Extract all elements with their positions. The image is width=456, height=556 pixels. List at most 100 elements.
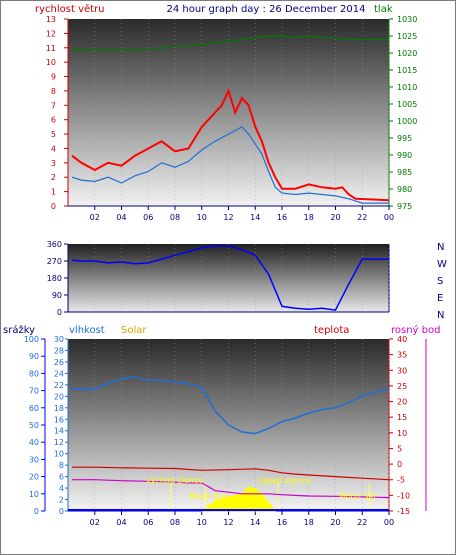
humidity-y-tick-label: 10 [54,450,64,459]
wind-y-tick-label: 13 [46,15,56,24]
temperature-y-tick-label: -15 [397,507,410,516]
dew-point-series [72,479,390,499]
wind-x-tick-label: 18 [304,213,314,222]
compass-label-e: E [437,293,443,304]
wind-y-tick-label: 1 [51,188,56,197]
humidity-y-tick-label: 4 [59,484,64,493]
sunset-label: západ slunce [258,476,311,485]
wind-x-tick-label: 14 [250,213,260,222]
pressure-y-tick-label: 1015 [397,66,417,75]
temp-x-tick-label: 20 [330,518,340,527]
humidity-y-tick-label: 24 [54,369,64,378]
temperature-y-tick-label: 30 [397,366,407,375]
rain-y-tick-label: 70 [29,387,39,396]
wind-x-tick-label: 16 [277,213,287,222]
wind-x-tick-label: 08 [170,213,180,222]
temp-x-tick-label: 00 [384,518,394,527]
humidity-series [72,376,390,435]
temperature-y-tick-label: 10 [397,429,407,438]
temperature-series [72,466,390,481]
temperature-y-tick-label: 0 [397,460,402,469]
direction-y-tick-label: 0 [57,308,62,317]
rain-y-tick-label: 50 [29,421,39,430]
moonset-label: Moon Set [339,492,376,501]
solar-label: Solar [121,325,147,336]
rain-y-tick-label: 80 [29,369,39,378]
temperature-y-tick-label: 5 [397,444,402,453]
wind-x-tick-label: 06 [143,213,153,222]
pressure-y-tick-label: 975 [397,202,412,211]
temp-x-tick-label: 12 [223,518,233,527]
temp-x-tick-label: 16 [277,518,287,527]
humidity-y-tick-label: 26 [54,358,64,367]
direction-y-tick-label: 270 [47,257,62,266]
rain-axis-label: srážky [3,324,35,336]
wind-pressure-chart: 0123456789101112139759809859909951000100… [46,15,418,222]
temp-x-tick-label: 08 [170,518,180,527]
humidity-temperature-chart: 0102030405060708090100024681012141618202… [24,335,427,527]
pressure-axis-label: tlak [374,4,393,15]
humidity-y-tick-label: 20 [54,392,64,401]
pressure-y-tick-label: 1010 [397,83,417,92]
pressure-y-tick-label: 980 [397,185,412,194]
wind-y-tick-label: 6 [51,116,56,125]
humidity-y-tick-label: 8 [59,461,64,470]
temperature-axis-label: teplota [314,325,349,336]
compass-label-n-top: N [437,242,444,253]
wind-speed-series [71,88,390,202]
pressure-y-tick-label: 1000 [397,117,417,126]
humidity-y-tick-label: 22 [54,381,64,390]
rain-y-tick-label: 30 [29,455,39,464]
rain-y-tick-label: 100 [24,335,39,344]
temperature-y-tick-label: 20 [397,398,407,407]
temp-x-tick-label: 18 [304,518,314,527]
rain-y-tick-label: 40 [29,438,39,447]
temp-x-tick-label: 06 [143,518,153,527]
humidity-y-tick-label: 28 [54,346,64,355]
rain-y-tick-label: 10 [29,490,39,499]
pressure-series [72,35,389,51]
humidity-axis-label: vlhkost [69,325,105,336]
humidity-y-tick-label: 14 [54,427,64,436]
temperature-y-tick-label: 35 [397,351,407,360]
direction-y-tick-label: 180 [47,274,62,283]
wind-y-tick-label: 0 [51,202,56,211]
wind-x-tick-label: 00 [384,213,394,222]
temperature-y-tick-label: 25 [397,382,407,391]
compass-label-w: W [437,259,447,270]
temp-x-tick-label: 04 [116,518,126,527]
wind-y-tick-label: 9 [51,73,56,82]
wind-y-tick-label: 2 [51,173,56,182]
wind-average-series [71,126,389,204]
compass-label-n-bottom: N [437,310,444,321]
rain-y-tick-label: 90 [29,352,39,361]
dew-point-axis-label: rosný bod [391,324,440,336]
wind-direction-chart: 0 90 180 270 360 [47,240,390,317]
wind-y-tick-label: 8 [51,87,56,96]
wind-x-tick-label: 04 [116,213,126,222]
pressure-y-tick-label: 985 [397,168,412,177]
humidity-y-tick-label: 0 [59,507,64,516]
wind-x-tick-label: 02 [90,213,100,222]
sunrise-label: východ slunce [146,476,203,485]
humidity-y-tick-label: 30 [54,335,64,344]
chart-title: 24 hour graph day : 26 December 2014 [167,4,366,15]
wind-x-tick-label: 22 [357,213,367,222]
wind-y-tick-label: 3 [51,159,56,168]
pressure-y-tick-label: 990 [397,151,412,160]
humidity-y-tick-label: 2 [59,496,64,505]
pressure-y-tick-label: 1025 [397,32,417,41]
temp-x-tick-label: 10 [197,518,207,527]
pressure-y-tick-label: 1020 [397,49,417,58]
temperature-y-tick-label: 40 [397,335,407,344]
temperature-y-tick-label: -5 [397,476,405,485]
pressure-y-tick-label: 1005 [397,100,417,109]
direction-panel-plot-area [68,244,389,312]
humidity-y-tick-label: 12 [54,438,64,447]
wind-y-tick-label: 10 [46,58,56,67]
pressure-y-tick-label: 1030 [397,15,417,24]
temperature-y-tick-label: 15 [397,413,407,422]
humidity-y-tick-label: 18 [54,404,64,413]
